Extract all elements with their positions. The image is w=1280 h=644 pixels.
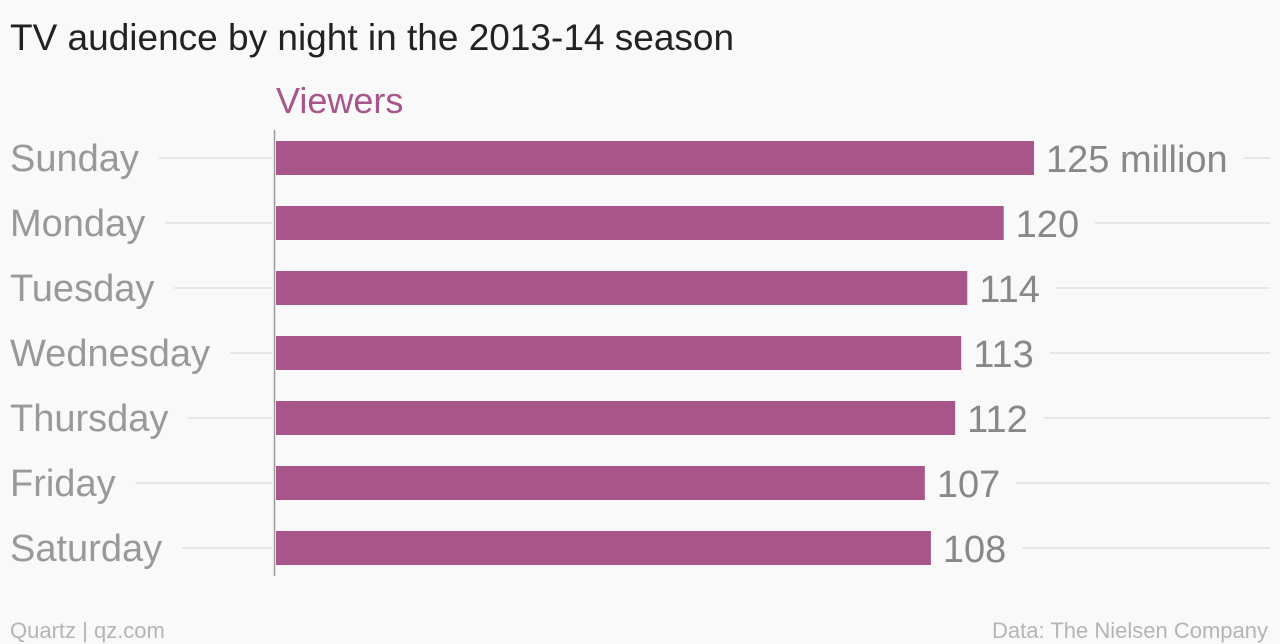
chart-title: TV audience by night in the 2013-14 seas… <box>10 17 734 58</box>
footer-source: Data: The Nielsen Company <box>992 618 1268 643</box>
value-label-monday: 120 <box>1016 204 1079 246</box>
bar-wednesday <box>276 336 962 370</box>
gridlines <box>135 157 1270 549</box>
footer-credit: Quartz | qz.com <box>10 618 165 643</box>
value-label-sunday: 125 million <box>1046 139 1228 181</box>
series-label: Viewers <box>276 80 403 121</box>
value-label-tuesday: 114 <box>979 269 1040 311</box>
category-label-sunday: Sunday <box>10 138 139 180</box>
value-label-friday: 107 <box>937 464 1000 506</box>
category-label-monday: Monday <box>10 203 145 245</box>
bar-tuesday <box>276 271 968 305</box>
bar-saturday <box>276 531 931 565</box>
bars: Sunday 125 million Monday 120 Tuesday 114 Wedn… <box>10 138 1228 571</box>
bar-sunday <box>276 141 1034 175</box>
value-label-thursday: 112 <box>967 399 1028 441</box>
value-label-saturday: 108 <box>943 529 1006 571</box>
value-label-wednesday: 113 <box>973 334 1034 376</box>
category-label-thursday: Thursday <box>10 398 168 440</box>
bar-thursday <box>276 401 956 435</box>
category-label-saturday: Saturday <box>10 528 162 570</box>
category-label-wednesday: Wednesday <box>10 333 210 375</box>
category-label-tuesday: Tuesday <box>10 268 154 310</box>
bar-friday <box>276 466 925 500</box>
bar-monday <box>276 206 1004 240</box>
category-label-friday: Friday <box>10 463 116 505</box>
